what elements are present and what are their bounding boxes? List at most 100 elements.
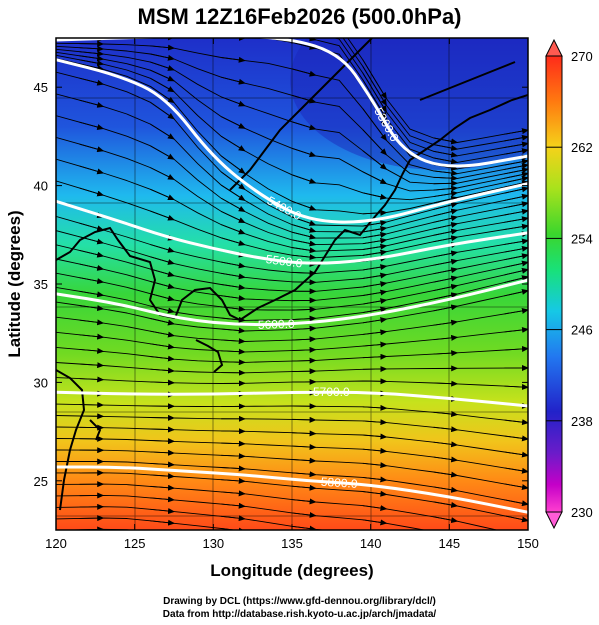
wind-arrow	[504, 163, 528, 170]
wind-arrow	[504, 186, 528, 194]
height-contour-line	[56, 199, 528, 265]
credit-data: Data from http://database.rish.kyoto-u.a…	[162, 609, 437, 620]
wind-arrow	[150, 343, 175, 350]
wind-arrow	[80, 541, 104, 542]
wind-arrow	[433, 157, 459, 165]
wind-arrow	[221, 327, 246, 334]
wind-arrow	[362, 476, 388, 483]
wind-arrow	[433, 137, 459, 145]
height-contour-line	[56, 390, 528, 408]
wind-arrow	[291, 247, 317, 254]
wind-arrow	[433, 215, 459, 223]
contour-label: 5800.0	[320, 475, 358, 491]
wind-arrow	[79, 263, 105, 271]
wind-arrow	[291, 430, 317, 437]
wind-arrow	[221, 515, 246, 522]
wind-arrow	[362, 59, 387, 100]
wind-arrow	[79, 362, 105, 369]
wind-arrow	[79, 59, 105, 67]
wind-arrow	[220, 116, 246, 129]
wind-arrow	[150, 355, 175, 362]
wind-arrow	[433, 501, 459, 508]
colorbar-min-triangle	[545, 511, 563, 530]
wind-arrow	[291, 357, 317, 364]
wind-arrow	[79, 277, 105, 285]
wind-arrow	[433, 170, 459, 176]
wind-arrow	[221, 440, 246, 447]
wind-arrow	[504, 564, 528, 570]
wind-arrow	[79, 63, 105, 71]
wind-arrow	[362, 220, 388, 227]
wind-arrow	[504, 383, 528, 390]
height-contour-line	[56, 278, 528, 327]
wind-arrow	[291, 270, 317, 277]
wind-arrow	[150, 305, 175, 314]
wind-arrow	[150, 438, 175, 445]
wind-arrow	[433, 426, 459, 433]
wind-arrow	[504, 128, 528, 135]
wind-arrow	[220, 171, 246, 190]
wind-arrow	[291, 41, 317, 50]
wind-arrow	[79, 77, 105, 86]
x-tick-label: 135	[281, 536, 303, 551]
wind-arrow	[362, 433, 388, 440]
wind-arrow	[362, 298, 388, 305]
wind-arrow	[79, 99, 105, 108]
wind-arrow	[221, 502, 246, 509]
wind-arrow	[291, 279, 317, 286]
wind-arrow	[433, 250, 459, 258]
wind-arrow	[150, 30, 174, 31]
wind-arrow	[504, 345, 528, 352]
wind-arrow	[433, 350, 459, 357]
contour-label: 5600.0	[258, 317, 295, 332]
wind-arrow	[504, 208, 528, 216]
wind-arrow	[433, 486, 459, 493]
wind-arrow	[504, 253, 528, 261]
wind-arrow	[291, 346, 317, 353]
wind-arrow	[221, 76, 246, 85]
wind-arrow	[362, 281, 388, 288]
wind-arrow	[150, 496, 175, 503]
wind-arrow	[220, 184, 246, 201]
wind-arrow	[504, 267, 528, 276]
wind-arrow	[80, 26, 104, 27]
wind-arrow	[221, 453, 246, 460]
wind-arrow	[291, 121, 317, 131]
wind-arrow	[150, 53, 175, 61]
cold-core-shading	[290, 38, 528, 170]
wind-arrow	[221, 272, 246, 280]
wind-arrow	[504, 148, 528, 155]
wind-arrow	[434, 576, 458, 582]
wind-arrow	[221, 359, 246, 366]
wind-arrow	[150, 367, 175, 374]
wind-arrow	[150, 77, 175, 93]
wind-arrow	[150, 101, 175, 120]
y-tick-label: 30	[34, 375, 48, 390]
wind-arrow	[221, 305, 246, 312]
wind-arrow	[220, 197, 246, 212]
wind-arrow	[362, 519, 388, 526]
wind-arrow	[362, 231, 388, 239]
credit-drawing: Drawing by DCL (https://www.gfd-dennou.o…	[163, 596, 436, 607]
wind-arrow	[504, 260, 528, 268]
wind-arrow	[79, 50, 105, 57]
wind-arrow	[433, 292, 459, 300]
wind-arrow	[221, 348, 246, 355]
wind-arrow	[362, 108, 387, 142]
y-tick-label: 35	[34, 277, 48, 292]
wind-arrow	[362, 447, 388, 454]
wind-arrow	[433, 380, 459, 387]
wind-arrow	[362, 419, 388, 426]
wind-arrow	[291, 315, 317, 322]
wind-arrow	[504, 216, 528, 223]
colorbar-max-triangle	[545, 38, 563, 57]
wind-arrow	[150, 256, 175, 265]
wind-arrow	[504, 499, 528, 507]
wind-arrow	[79, 319, 105, 326]
wind-arrow	[504, 288, 528, 297]
wind-arrow	[433, 228, 459, 236]
wind-arrow	[362, 264, 388, 271]
wind-arrow	[504, 223, 528, 230]
wind-arrow	[291, 68, 317, 77]
